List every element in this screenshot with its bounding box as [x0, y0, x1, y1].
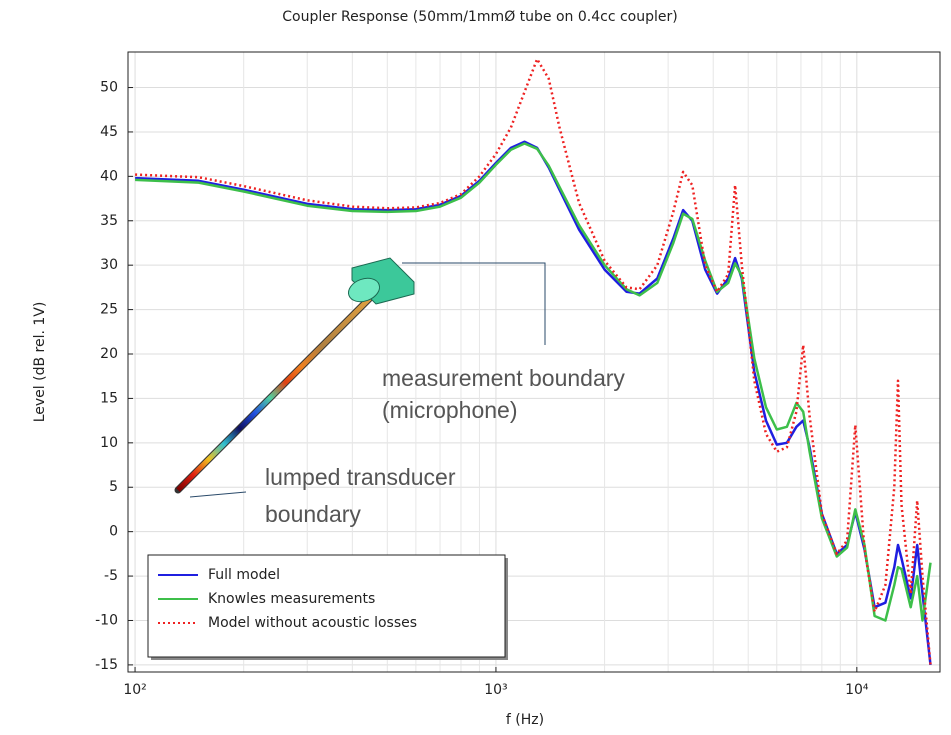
y-axis-label: Level (dB rel. 1V)	[32, 302, 48, 423]
x-tick-label: 10³	[484, 682, 507, 698]
annotation: boundary	[265, 501, 361, 527]
y-tick-label: 5	[109, 479, 118, 495]
y-tick-label: -15	[95, 657, 118, 673]
y-tick-label: 30	[100, 257, 118, 273]
y-tick-label: 45	[100, 124, 118, 140]
coupler-face	[348, 277, 380, 303]
y-tick-label: -5	[104, 568, 118, 584]
y-tick-label: 10	[100, 435, 118, 451]
y-tick-label: 25	[100, 302, 118, 318]
y-tick-label: 15	[100, 390, 118, 406]
series-line	[135, 57, 932, 666]
y-tick-label: 40	[100, 168, 118, 184]
legend-box	[147, 554, 506, 658]
y-tick-label: -10	[95, 612, 118, 628]
legend-label: Full model	[208, 567, 280, 583]
y-tick-label: 20	[100, 346, 118, 362]
chart-title: Coupler Response (50mm/1mmØ tube on 0.4c…	[282, 9, 677, 25]
x-tick-label: 10⁴	[845, 682, 869, 698]
legend-label: Knowles measurements	[208, 591, 375, 607]
tube	[176, 296, 372, 492]
annotation: lumped transducer	[265, 464, 456, 490]
plot-frame	[127, 51, 941, 673]
x-tick-label: 10²	[123, 682, 146, 698]
annotation: (microphone)	[382, 397, 518, 423]
y-tick-label: 50	[100, 80, 118, 96]
y-tick-label: 0	[109, 524, 118, 540]
annotation: measurement boundary	[382, 365, 625, 391]
y-tick-label: 35	[100, 213, 118, 229]
leader-line	[189, 491, 247, 498]
x-axis-label: f (Hz)	[506, 712, 544, 728]
legend-label: Model without acoustic losses	[208, 615, 417, 631]
leader-line	[402, 262, 546, 345]
